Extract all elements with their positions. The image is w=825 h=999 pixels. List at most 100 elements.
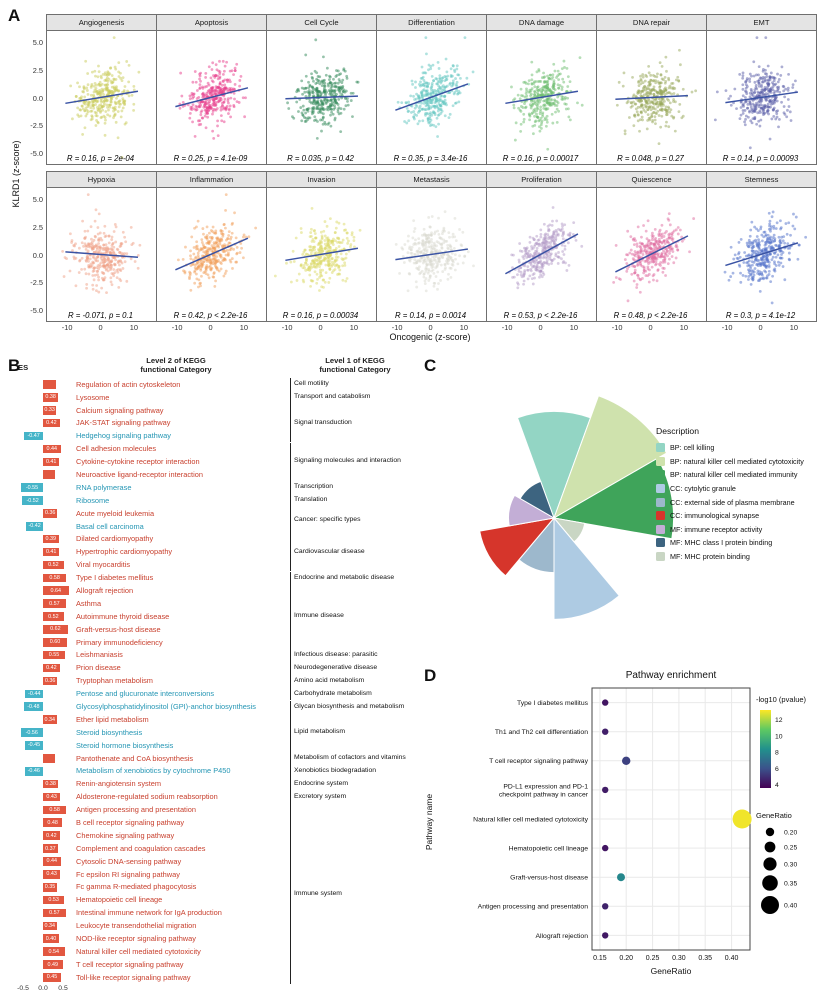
x-tick-label: -10	[281, 323, 293, 332]
kegg-row: 0.60 Primary immunodeficiency	[14, 636, 290, 649]
correlation-annotation: R = 0.25, p = 4.1e-09	[173, 154, 248, 163]
x-tick-label: 0	[428, 323, 433, 332]
correlation-annotation: R = 0.14, p = 0.0014	[394, 311, 467, 320]
es-bar-cell: -0.42	[14, 520, 72, 533]
level1-group-label: Signaling molecules and interaction	[290, 442, 401, 482]
colorbar-tick-label: 12	[775, 717, 783, 724]
scatter-canvas	[157, 31, 264, 164]
es-bar-cell: 0.34	[14, 713, 72, 726]
es-axis-tick: 0.5	[58, 985, 68, 992]
y-tick-label: 0.0	[32, 250, 43, 260]
panel-d-label: D	[424, 666, 437, 685]
pathway-label: Hedgehog signaling pathway	[76, 431, 171, 441]
colorbar-tick-label: 6	[775, 766, 779, 773]
kegg-row: -0.44 Pentose and glucuronate interconver…	[14, 687, 290, 700]
level1-group-label: Metabolism of cofactors and vitamins	[290, 752, 406, 765]
kegg-row: 0.34 Ether lipid metabolism	[14, 713, 290, 726]
legend-label: BP: natural killer cell mediated immunit…	[670, 470, 798, 480]
x-tick-label: 10	[679, 323, 689, 332]
generatio-tick-label: 0.15	[593, 955, 607, 962]
kegg-row: 0.55 Leishmaniasis	[14, 649, 290, 662]
x-tick-label: 10	[349, 323, 359, 332]
pathway-label: Fc gamma R-mediated phagocytosis	[76, 882, 197, 892]
facet-title: Apoptosis	[157, 15, 266, 31]
es-bar-cell: 0.42	[14, 829, 72, 842]
es-bar: 0.42	[43, 663, 60, 673]
es-bar-cell: 0.36	[14, 507, 72, 520]
es-bar-cell: 0.44	[14, 442, 72, 455]
kegg-row: 0.35 Fc gamma R-mediated phagocytosis	[14, 881, 290, 894]
kegg-row: -0.47 Hedgehog signaling pathway	[14, 430, 290, 443]
pathway-tick-label: Graft-versus-host disease	[510, 875, 588, 882]
kegg-row: 0.45 Toll-like receptor signaling pathway	[14, 971, 290, 984]
level1-group-label: Amino acid metabolism	[290, 674, 364, 688]
enrichment-dot	[732, 809, 752, 829]
y-tick-label: -5.0	[30, 148, 43, 158]
facet-title: Stemness	[707, 172, 816, 188]
pathway-label: Leukocyte transendothelial migration	[76, 921, 197, 931]
enrichment-dot	[602, 699, 609, 706]
es-bar: 0.57	[43, 908, 66, 918]
facet-plot: R = 0.16, p = 2e-04	[47, 31, 154, 164]
kegg-row: 0.42 Prion disease	[14, 662, 290, 675]
es-bar: 0.36	[43, 676, 58, 686]
es-bar: 0.41	[43, 547, 60, 557]
facet-title: Inflammation	[157, 172, 266, 188]
x-tick-label: 0	[98, 323, 103, 332]
pathway-label: Chemokine signaling pathway	[76, 830, 175, 840]
legend-swatch	[656, 484, 665, 494]
x-tick-label: 0	[208, 323, 213, 332]
facet-title: Invasion	[267, 172, 376, 188]
kegg-row: 0.64 Allograft rejection	[14, 584, 290, 597]
pathway-tick-label: Allograft rejection	[535, 933, 588, 940]
level1-group-label: Glycan biosynthesis and metabolism	[290, 700, 404, 714]
es-bar: 0.55	[43, 650, 65, 660]
x-tick-label: 10	[239, 323, 249, 332]
level1-group-label: Transport and catabolism	[290, 390, 370, 404]
kegg-row: 0.58 Type I diabetes mellitus	[14, 571, 290, 584]
es-bar-cell: -0.48	[14, 700, 72, 713]
panel-c-rose-chart: Description BP: cell killing BP: natural …	[420, 350, 825, 662]
facet-plot: R = 0.16, p = 0.00017	[487, 31, 594, 164]
facet-grid: Angiogenesis R = 0.16, p = 2e-04 Apoptosis…	[46, 14, 818, 324]
x-tick-label: 10	[789, 323, 799, 332]
size-legend-label: 0.30	[784, 861, 797, 868]
svg-text:checkpoint pathway in cancer: checkpoint pathway in cancer	[499, 791, 589, 798]
enrichment-dot	[622, 756, 631, 765]
panel-a-y-axis-label: KLRD1 (z-score)	[11, 140, 21, 208]
facet-apoptosis: Apoptosis R = 0.25, p = 4.1e-09	[156, 14, 267, 165]
pathway-label: Pentose and glucuronate interconversions	[76, 689, 215, 699]
es-bar: 0.40	[43, 934, 59, 944]
kegg-row: 0.36 Tryptophan metabolism	[14, 674, 290, 687]
size-legend-dot	[764, 841, 776, 853]
kegg-row: -0.46 Metabolism of xenobiotics by cytoch…	[14, 765, 290, 778]
panel-a-scatter-facets: Angiogenesis R = 0.16, p = 2e-04 Apoptosis…	[0, 0, 825, 350]
size-legend-dot	[763, 857, 777, 871]
legend-label: CC: external side of plasma membrane	[670, 497, 795, 507]
x-tick-label: 10	[459, 323, 469, 332]
es-bar-cell: 0.36	[14, 674, 72, 687]
correlation-annotation: R = 0.16, p = 2e-04	[66, 154, 135, 163]
x-tick-label: -10	[721, 323, 733, 332]
pathway-label: Prion disease	[76, 663, 121, 673]
level1-group-label: Immune disease	[290, 584, 344, 649]
es-bar: -0.44	[25, 689, 43, 699]
es-bar: -0.55	[21, 483, 43, 492]
pathway-label: Pantothenate and CoA biosynthesis	[76, 753, 194, 763]
correlation-annotation: R = 0.3, p = 4.1e-12	[725, 311, 796, 320]
legend-title: Description	[656, 426, 699, 436]
pathway-label: Primary immunodeficiency	[76, 637, 163, 647]
es-column-header: ES	[18, 363, 29, 372]
kegg-row: 0.36 Acute myeloid leukemia	[14, 507, 290, 520]
es-bar-cell: 0.41	[14, 546, 72, 559]
es-bar-cell: 0.43	[14, 868, 72, 881]
colorbar-tick-label: 8	[775, 750, 779, 757]
kegg-row: 0.58 Antigen processing and presentation	[14, 803, 290, 816]
size-legend-label: 0.25	[784, 844, 797, 851]
kegg-row: 0.44 Cell adhesion molecules	[14, 442, 290, 455]
es-bar-cell: -0.56	[14, 726, 72, 739]
size-legend-label: 0.20	[784, 829, 797, 836]
legend-item: MF: MHC protein binding	[656, 550, 825, 564]
correlation-annotation: R = -0.071, p = 0.1	[67, 311, 134, 320]
